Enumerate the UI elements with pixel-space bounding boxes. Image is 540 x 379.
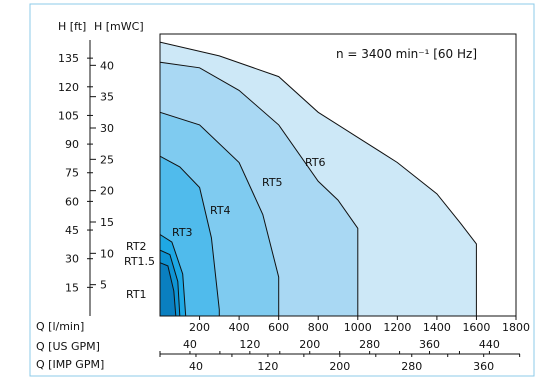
x-tick-label-lmin: 1400 <box>423 321 451 334</box>
y-tick-label-ft: 120 <box>58 81 79 94</box>
y-axis-label-mwc: H [mWC] <box>94 20 144 33</box>
x-tick-label-usgpm: 40 <box>183 338 197 351</box>
plot-frame <box>159 33 517 317</box>
x-tick-label-lmin: 1200 <box>383 321 411 334</box>
x-tick-label-impgpm: 40 <box>189 360 203 373</box>
y-tick-label-ft: 30 <box>65 253 79 266</box>
x-tick-label-lmin: 600 <box>268 321 289 334</box>
y-tick-label-ft: 135 <box>58 52 79 65</box>
y-tick-label-ft: 15 <box>65 281 79 294</box>
x-tick-label-impgpm: 120 <box>257 360 278 373</box>
y-tick-label-ft: 75 <box>65 167 79 180</box>
x-tick-label-usgpm: 280 <box>359 338 380 351</box>
y-tick-label-mwc: 35 <box>100 91 114 104</box>
x-tick-label-usgpm: 120 <box>239 338 260 351</box>
curve-label-rt4: RT4 <box>210 204 231 217</box>
x-tick-label-impgpm: 280 <box>401 360 422 373</box>
curve-label-rt1: RT1 <box>126 288 147 301</box>
figure-frame <box>29 3 535 377</box>
y-axis-label-ft: H [ft] <box>58 20 86 33</box>
x-tick-label-lmin: 800 <box>308 321 329 334</box>
y-tick-label-mwc: 30 <box>100 122 114 135</box>
x-tick-label-usgpm: 440 <box>479 338 500 351</box>
x-tick-label-lmin: 200 <box>189 321 210 334</box>
y-tick-label-ft: 45 <box>65 224 79 237</box>
performance-bands <box>159 41 477 317</box>
y-tick-label-mwc: 15 <box>100 216 114 229</box>
x-tick-label-lmin: 1000 <box>344 321 372 334</box>
x-tick-label-lmin: 1600 <box>462 321 490 334</box>
x-axis-label-impgpm: Q [IMP GPM] <box>36 358 104 371</box>
y-tick-label-ft: 90 <box>65 138 79 151</box>
y-tick-label-mwc: 20 <box>100 185 114 198</box>
curve-label-rt15: RT1.5 <box>124 255 155 268</box>
y-tick-label-mwc: 10 <box>100 247 114 260</box>
y-tick-label-mwc: 5 <box>100 279 107 292</box>
y-tick-label-ft: 105 <box>58 109 79 122</box>
x-tick-label-lmin: 1800 <box>502 321 530 334</box>
x-tick-label-usgpm: 360 <box>419 338 440 351</box>
x-tick-label-usgpm: 200 <box>299 338 320 351</box>
curve-label-rt5: RT5 <box>262 176 283 189</box>
chart-title: n = 3400 min⁻¹ [60 Hz] <box>336 47 477 61</box>
y-tick-label-mwc: 40 <box>100 59 114 72</box>
x-tick-label-impgpm: 200 <box>329 360 350 373</box>
x-tick-label-impgpm: 360 <box>473 360 494 373</box>
x-tick-label-lmin: 400 <box>229 321 250 334</box>
y-tick-label-ft: 60 <box>65 195 79 208</box>
x-axis-label-usgpm: Q [US GPM] <box>36 340 100 353</box>
y-tick-label-mwc: 25 <box>100 153 114 166</box>
axes: 15 30 45 60 75 90 105 120 135 5 10 15 20 25 30 35 40 200 4… <box>58 40 530 373</box>
curve-label-rt3: RT3 <box>172 226 193 239</box>
curve-label-rt2: RT2 <box>126 240 147 253</box>
x-axis-label-lmin: Q [l/min] <box>36 320 84 333</box>
curve-label-rt6: RT6 <box>305 156 326 169</box>
